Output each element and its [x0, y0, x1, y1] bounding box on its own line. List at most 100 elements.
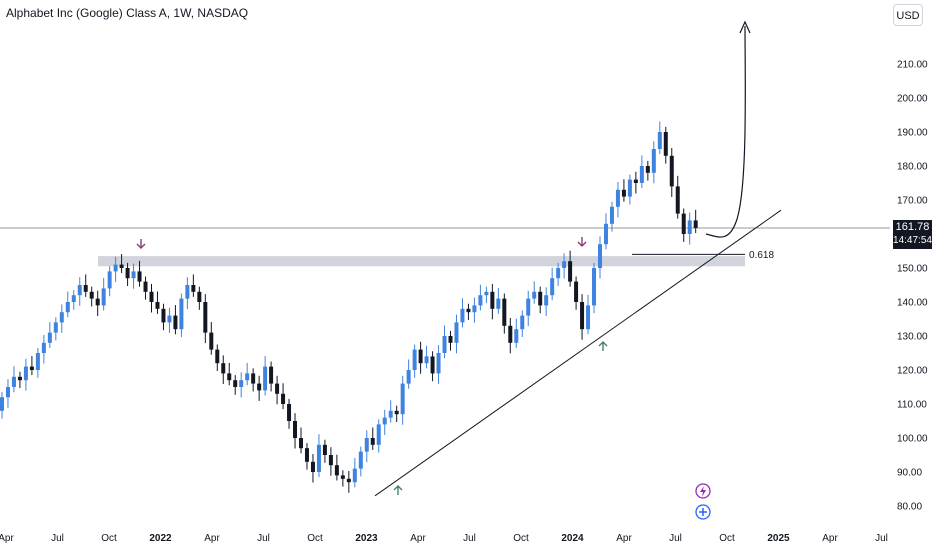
candle [215, 345, 219, 372]
candle [496, 288, 500, 314]
time-tick-label: 2022 [149, 533, 172, 544]
candle [329, 447, 333, 476]
candle [179, 294, 183, 338]
candle [598, 236, 602, 278]
currency-button[interactable]: USD [893, 4, 923, 26]
time-tick-label: Jul [875, 533, 888, 544]
price-tick-label: 80.00 [897, 502, 922, 513]
candle [359, 447, 363, 477]
candle [54, 317, 58, 340]
candle [676, 176, 680, 219]
candle [682, 209, 686, 242]
candle [251, 368, 255, 391]
candle [161, 304, 165, 331]
price-tick-label: 200.00 [897, 94, 928, 105]
projection-curve [706, 22, 750, 237]
candle [84, 274, 88, 296]
candle [490, 284, 494, 319]
candle [60, 304, 64, 333]
candle [90, 287, 94, 307]
candle [568, 251, 572, 287]
candle [275, 376, 279, 405]
candle [592, 263, 596, 313]
candle [437, 345, 441, 384]
candle [544, 287, 548, 316]
price-tick-label: 210.00 [897, 60, 928, 71]
resistance-zone [98, 256, 745, 266]
time-tick-label: 2024 [561, 533, 584, 544]
candle [281, 383, 285, 409]
candle [78, 277, 82, 306]
candle [36, 348, 40, 378]
candle [96, 291, 100, 316]
candle [287, 399, 291, 429]
candle [634, 172, 638, 194]
candle [30, 356, 34, 375]
candle [108, 266, 112, 296]
candle [449, 331, 453, 351]
price-tick-label: 130.00 [897, 332, 928, 343]
candle [377, 419, 381, 452]
candle [472, 298, 476, 323]
candle [299, 427, 303, 453]
bar-countdown: 14:47:54 [893, 234, 932, 247]
candle [209, 322, 213, 355]
candle [102, 278, 106, 311]
candle [150, 284, 154, 313]
support-trendline [375, 210, 781, 496]
candle [520, 311, 524, 338]
candle [580, 294, 584, 340]
candle [305, 443, 309, 470]
candle [365, 430, 369, 462]
time-tick-label: Jul [669, 533, 682, 544]
candle [664, 127, 668, 164]
candle [66, 291, 70, 317]
candle [610, 202, 614, 232]
candle [694, 210, 698, 233]
candle [185, 277, 189, 309]
candle [173, 305, 177, 334]
candle [269, 362, 273, 392]
candle [532, 281, 536, 303]
candle [72, 290, 76, 310]
candle [413, 345, 417, 378]
candle [407, 359, 411, 388]
candle [24, 359, 28, 391]
candle [317, 434, 321, 477]
candle [586, 295, 590, 334]
candle [616, 182, 620, 217]
time-tick-label: 2023 [355, 533, 378, 544]
time-tick-label: Jul [257, 533, 270, 544]
candle [12, 366, 16, 392]
candle [538, 287, 542, 314]
time-tick-label: 2025 [767, 533, 790, 544]
candle [383, 410, 387, 435]
time-tick-label: Oct [513, 533, 529, 544]
candle [431, 351, 435, 381]
time-tick-label: Oct [307, 533, 323, 544]
candle [239, 372, 243, 397]
price-tick-label: 190.00 [897, 128, 928, 139]
candle [371, 427, 375, 449]
candle [6, 379, 10, 408]
candle [389, 400, 393, 422]
candle [42, 335, 46, 364]
candle [466, 304, 470, 320]
price-tick-label: 180.00 [897, 162, 928, 173]
candle [478, 285, 482, 311]
candle [425, 346, 429, 368]
time-tick-label: Oct [101, 533, 117, 544]
candlestick-series [0, 121, 698, 492]
candle [341, 470, 345, 486]
candle [646, 161, 650, 181]
candle [514, 319, 518, 348]
candle [556, 263, 560, 286]
candle [526, 291, 530, 326]
candle [353, 458, 357, 487]
candle [401, 376, 405, 425]
candle [293, 413, 297, 448]
time-tick-label: Apr [204, 533, 220, 544]
candle [688, 213, 692, 245]
price-axis: 80.0090.00100.00110.00120.00130.00140.00… [897, 60, 928, 513]
